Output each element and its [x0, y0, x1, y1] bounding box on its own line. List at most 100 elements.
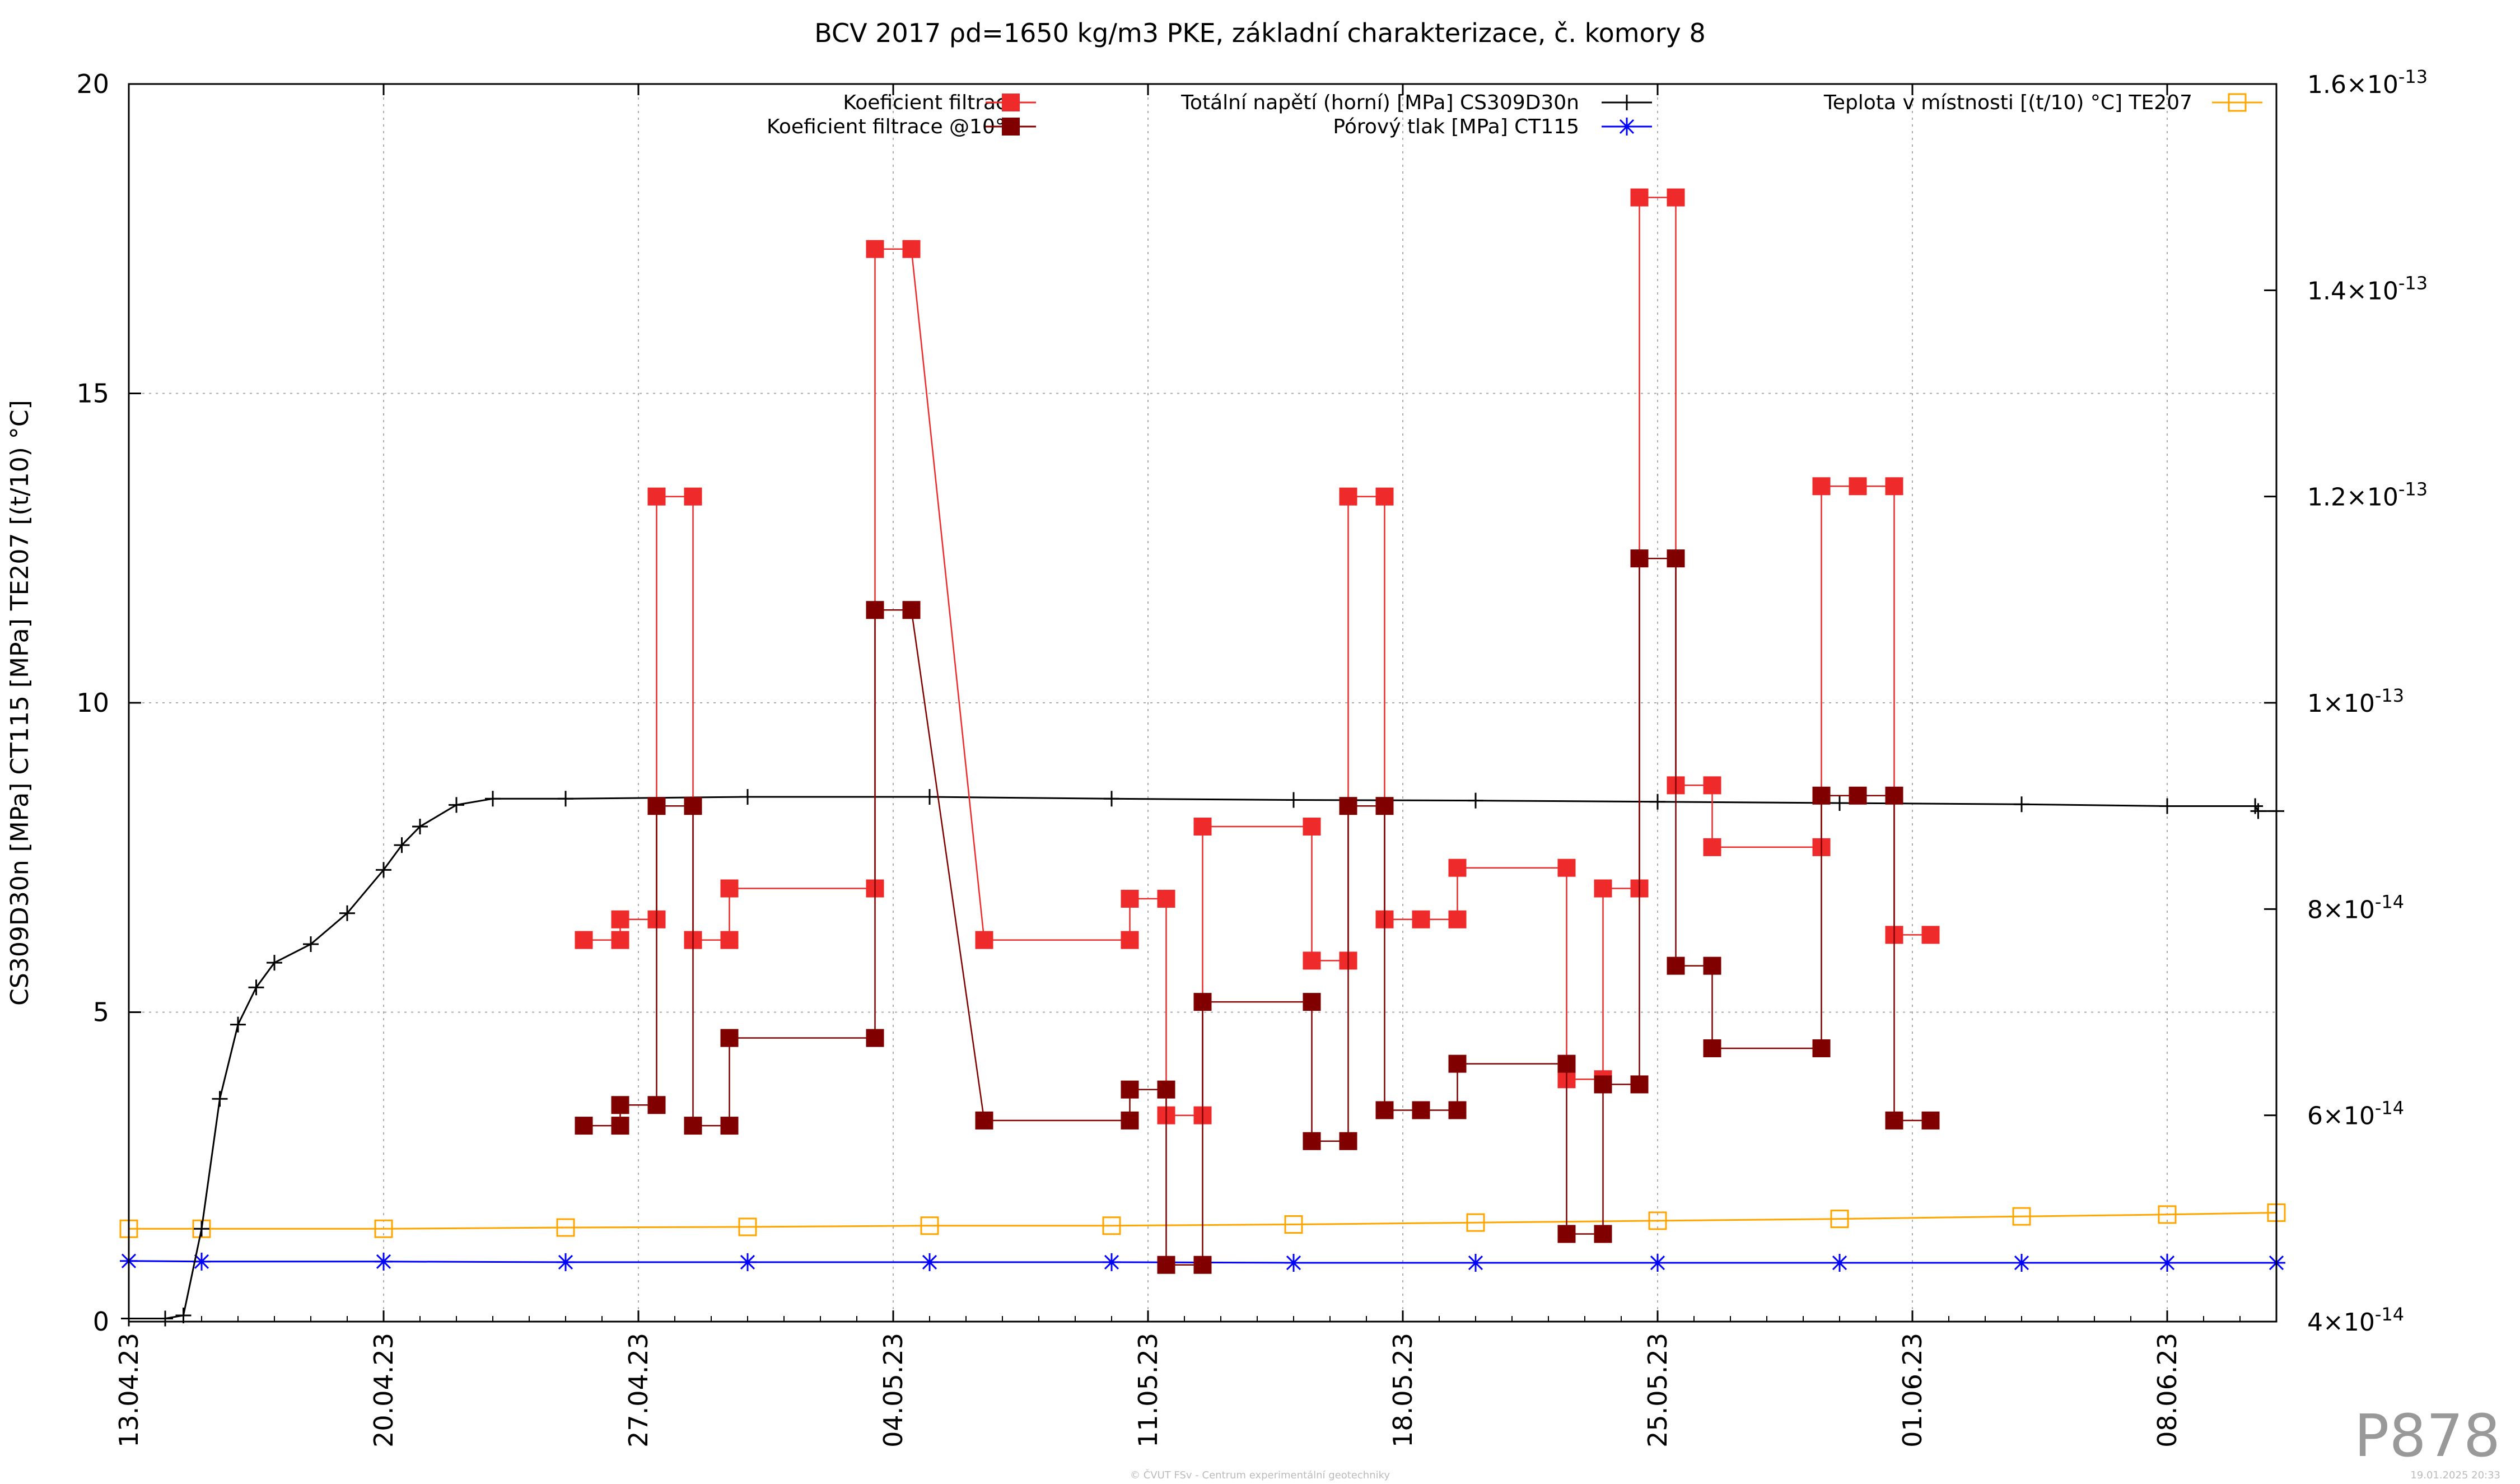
legend-label: Pórový tlak [MPa] CT115 — [1333, 115, 1579, 138]
data-point — [1618, 118, 1636, 136]
data-point — [1303, 951, 1321, 970]
data-point — [2014, 796, 2029, 813]
data-point — [212, 1091, 228, 1107]
data-point — [1121, 1111, 1139, 1130]
data-point — [575, 1117, 593, 1135]
data-point — [1594, 1075, 1612, 1094]
data-point — [575, 931, 593, 949]
chart-title: BCV 2017 ρd=1650 kg/m3 PKE, základní cha… — [814, 18, 1705, 48]
data-point — [611, 910, 629, 928]
data-point — [684, 797, 702, 815]
data-point — [739, 1253, 757, 1271]
data-point — [1812, 1039, 1831, 1057]
y-axis-label: CS309D30n [MPa] CT115 [MPa] TE207 [(t/10… — [6, 400, 34, 1006]
data-point — [449, 797, 464, 813]
y-tick-label: 20 — [76, 69, 109, 99]
data-point — [1448, 910, 1467, 928]
series-0 — [575, 188, 1940, 1124]
data-point — [1193, 1256, 1212, 1274]
data-point — [1375, 797, 1394, 815]
data-point — [1648, 1211, 1667, 1230]
series-1 — [575, 549, 1940, 1274]
data-point — [1103, 1253, 1121, 1271]
legend-entry: Teplota v místnosti [(t/10) °C] TE207 — [1823, 91, 2262, 114]
data-point — [1104, 791, 1119, 807]
data-point — [557, 1253, 575, 1271]
data-point — [1102, 1216, 1121, 1235]
data-point — [1921, 1111, 1940, 1130]
data-point — [230, 1016, 246, 1033]
data-point — [866, 1029, 884, 1047]
data-point — [866, 240, 884, 258]
data-point — [267, 955, 282, 971]
data-point — [1557, 1054, 1576, 1073]
data-point — [1466, 1213, 1485, 1232]
data-point — [1630, 188, 1649, 207]
y2-tick-label: 1×10-13 — [2307, 685, 2404, 718]
data-point — [339, 905, 355, 921]
data-point — [902, 240, 921, 258]
data-point — [1157, 889, 1175, 908]
x-tick-label: 20.04.23 — [368, 1333, 399, 1448]
y2-tick-label: 6×10-14 — [2307, 1098, 2404, 1131]
legend-label: Teplota v místnosti [(t/10) °C] TE207 — [1823, 91, 2192, 114]
data-point — [2158, 1254, 2176, 1272]
data-point — [2228, 93, 2247, 112]
data-point — [866, 601, 884, 619]
y2-tick-label: 4×10-14 — [2307, 1304, 2404, 1337]
data-point — [556, 1218, 575, 1237]
x-tick-label: 11.05.23 — [1133, 1333, 1163, 1448]
data-point — [303, 936, 319, 952]
data-point — [1594, 879, 1612, 898]
series-line — [584, 557, 1931, 1266]
data-point — [194, 1221, 209, 1237]
data-point — [684, 487, 702, 506]
data-point — [720, 1029, 739, 1047]
data-point — [902, 601, 921, 619]
data-point — [1557, 858, 1576, 877]
x-tick-label: 25.05.23 — [1642, 1333, 1673, 1448]
watermark: P878 — [2354, 1402, 2500, 1470]
data-point — [1157, 1080, 1175, 1099]
data-point — [720, 1117, 739, 1135]
data-point — [1303, 993, 1321, 1011]
data-point — [647, 797, 666, 815]
data-point — [1121, 931, 1139, 949]
data-point — [920, 1216, 939, 1235]
data-point — [738, 1217, 757, 1236]
data-point — [1812, 786, 1831, 805]
data-point — [374, 1219, 393, 1238]
series-line — [584, 197, 1931, 1116]
data-point — [1412, 1101, 1430, 1119]
data-point — [740, 788, 755, 805]
data-point — [1667, 956, 1685, 975]
data-point — [1286, 792, 1301, 808]
legend-label: Totální napětí (horní) [MPa] CS309D30n — [1180, 91, 1579, 114]
data-point — [1467, 1254, 1485, 1272]
series-layer — [119, 188, 2286, 1327]
data-point — [611, 1117, 629, 1135]
data-point — [975, 1111, 993, 1130]
legend-label: Koeficient filtrace @10°C — [767, 115, 1019, 138]
data-point — [1885, 1111, 1903, 1130]
data-point — [1375, 1101, 1394, 1119]
data-point — [1448, 1054, 1467, 1073]
data-point — [1630, 1075, 1649, 1094]
y-tick-label: 5 — [93, 997, 109, 1028]
y2-tick-label: 1.2×10-13 — [2307, 479, 2428, 512]
data-point — [1448, 1101, 1467, 1119]
data-point — [1703, 838, 1721, 856]
data-point — [1885, 786, 1903, 805]
axes: 13.04.23 20.04.23 27.04.23 04.05.23 11.05.23… — [76, 66, 2428, 1448]
data-point — [1630, 549, 1649, 568]
data-point — [1303, 1132, 1321, 1150]
data-point — [1193, 818, 1212, 836]
data-point — [1703, 956, 1721, 975]
data-point — [1849, 786, 1867, 805]
data-point — [975, 931, 993, 949]
x-tick-label: 04.05.23 — [878, 1333, 908, 1448]
data-point — [558, 791, 573, 807]
data-point — [1703, 1039, 1721, 1057]
